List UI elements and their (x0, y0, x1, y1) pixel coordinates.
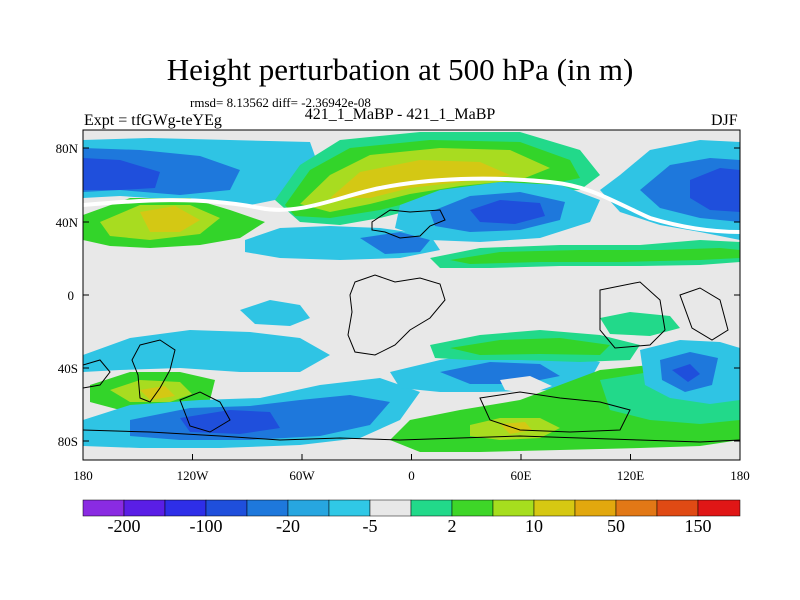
lon-label-120e: 120E (617, 468, 645, 483)
lat-ticks (83, 147, 740, 442)
lat-label-40s: 40S (58, 361, 78, 376)
lon-label-180w: 180 (73, 468, 93, 483)
lon-tick-labels: 180 120W 60W 0 60E 120E 180 (73, 468, 750, 483)
lat-tick-labels: 80N 40N 0 40S 80S (56, 141, 79, 449)
contour-region-se-yellow (500, 422, 532, 434)
colorbar-box-4 (246, 499, 289, 517)
colorbar (82, 499, 741, 517)
contour-region-s-indian-green (450, 338, 610, 355)
stats-annotation: rmsd= 8.13562 diff= -2.36942e-08 (190, 95, 371, 110)
season-label: DJF (711, 112, 738, 129)
colorbar-box-11 (533, 499, 576, 517)
lon-label-0: 0 (408, 468, 415, 483)
lon-ticks (82, 454, 741, 460)
lon-label-120w: 120W (177, 468, 210, 483)
contour-region-nw-deepblue (83, 158, 160, 190)
contour-region-asia-deepblue (470, 200, 545, 224)
experiment-label: Expt = tfGWg-teYEg (84, 112, 222, 129)
coastlines (83, 209, 740, 443)
colorbar-box-3 (205, 499, 248, 517)
contour-region-south-deep-deepblue (180, 410, 280, 434)
comparison-label: 421_1_MaBP - 421_1_MaBP (304, 106, 496, 123)
lat-label-40n: 40N (56, 215, 79, 230)
colorbar-box-1 (123, 499, 166, 517)
contour-region-s-pacific-yellow (140, 386, 175, 400)
colorbar-box-6 (328, 499, 371, 517)
colorbar-box-5 (287, 499, 330, 517)
chart-title: Height perturbation at 500 hPa (in m) (166, 52, 634, 87)
colorbar-box-0 (82, 499, 125, 517)
zero-contour-north (83, 176, 740, 234)
contour-region-s-atlantic-gray (500, 376, 552, 394)
colorbar-box-14 (656, 499, 699, 517)
coastline-australia (599, 281, 666, 349)
colorbar-label-0: -200 (108, 516, 141, 536)
colorbar-label-5: 10 (525, 516, 543, 536)
coastline-indian-ocean (479, 391, 631, 433)
contour-region-atlantic-blue (360, 232, 430, 254)
colorbar-label-6: 50 (607, 516, 625, 536)
colorbar-labels: -200 -100 -20 -5 2 10 50 150 (108, 516, 712, 536)
contour-region-pacific-green (450, 248, 740, 264)
lat-label-80s: 80S (58, 434, 78, 449)
colorbar-box-9 (451, 499, 494, 517)
contour-region-e-pacific-deepblue (672, 364, 700, 382)
colorbar-box-2 (164, 499, 207, 517)
coastline-africa (347, 274, 446, 356)
colorbar-box-15 (697, 499, 741, 517)
lon-label-60e: 60E (511, 468, 532, 483)
colorbar-box-13 (615, 499, 658, 517)
colorbar-box-12 (574, 499, 617, 517)
zero-contour-lines (83, 176, 740, 234)
colorbar-label-2: -20 (276, 516, 300, 536)
lon-label-60w: 60W (289, 468, 315, 483)
coastline-antarctica (83, 429, 740, 443)
coastline-eurasia (371, 209, 446, 239)
coastline-antarctic-peninsula (179, 391, 231, 433)
contour-region-s-pacific-cyan (83, 330, 330, 372)
contour-region-n-atlantic-yellow (140, 206, 200, 232)
colorbar-box-10 (492, 499, 535, 517)
colorbar-label-1: -100 (190, 516, 223, 536)
lon-label-180e: 180 (730, 468, 750, 483)
contour-region-ne-deepblue (690, 168, 740, 212)
colorbar-box-8 (410, 499, 453, 517)
colorbar-label-3: -5 (363, 516, 378, 536)
coastline-west-pacific-islands (83, 359, 111, 389)
contour-region-s-africa-cyan (240, 300, 310, 326)
lat-label-80n: 80N (56, 141, 79, 156)
contour-region-tropical-teal (600, 312, 680, 336)
coastline-south-america (131, 339, 176, 403)
lat-label-eq: 0 (68, 288, 75, 303)
colorbar-box-7 (369, 499, 412, 517)
colorbar-label-7: 150 (685, 516, 712, 536)
map-plot-area (83, 130, 740, 460)
coastline-indonesia (679, 287, 729, 341)
colorbar-label-4: 2 (448, 516, 457, 536)
